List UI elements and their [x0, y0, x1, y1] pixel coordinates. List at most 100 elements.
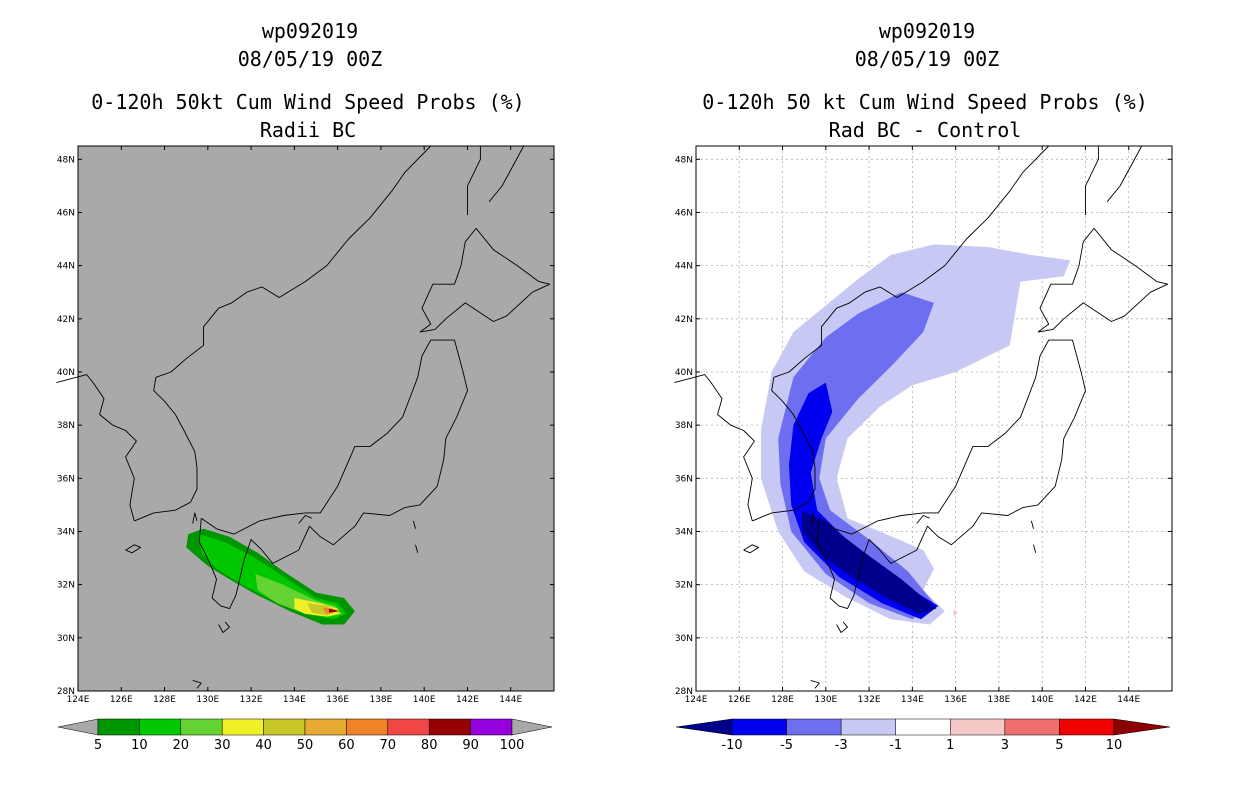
colorbar-label: 20 [173, 738, 190, 753]
x-tick-label: 132E [858, 695, 881, 705]
coastline [674, 374, 755, 522]
x-tick-label: 130E [814, 695, 837, 705]
right-title-main: 0-120h 50 kt Cum Wind Speed Probs (%) [702, 90, 1148, 114]
colorbar-swatch [139, 718, 182, 736]
colorbar-label: 1 [946, 738, 954, 753]
coastline [836, 621, 848, 633]
coastline [467, 146, 481, 216]
left-colorbar: 5 10 20 30 40 50 60 70 80 90 100 [57, 718, 553, 753]
left-map: 124E 126E 128E 130E 132E 134E 136E 138E 140E 142E… [56, 145, 555, 705]
y-tick-label: 36N [57, 474, 75, 484]
coastline [743, 544, 760, 554]
colorbar-label: 5 [94, 738, 102, 753]
colorbar-swatch [1059, 718, 1115, 736]
left-coastlines [56, 145, 551, 689]
colorbar-label: 90 [462, 738, 479, 753]
right-ticks: 124E 126E 128E 130E 132E 134E 136E 138E 140E 142E… [675, 146, 1172, 705]
coastline [488, 145, 525, 203]
y-tick-label: 42N [675, 315, 693, 325]
x-tick-label: 132E [240, 695, 263, 705]
coastline [415, 544, 419, 553]
colorbar-swatch [263, 718, 306, 736]
coastline [1033, 544, 1037, 553]
colorbar-label: -3 [835, 738, 848, 753]
coastline [419, 227, 551, 333]
right-coastlines [674, 145, 1169, 689]
left-title-sub: Radii BC [260, 118, 356, 142]
coastline [125, 544, 142, 554]
y-tick-label: 40N [57, 368, 75, 378]
y-tick-label: 46N [675, 208, 693, 218]
colorbar-label: -5 [780, 738, 793, 753]
coastline [810, 679, 820, 689]
left-ticks: 124E 126E 128E 130E 132E 134E 136E 138E 140E 142E… [57, 146, 554, 705]
y-tick-label: 38N [57, 421, 75, 431]
colorbar-label: -1 [889, 738, 902, 753]
x-tick-label: 144E [1117, 695, 1140, 705]
colorbar-label: 80 [421, 738, 438, 753]
x-tick-label: 138E [369, 695, 392, 705]
coastline [218, 621, 230, 633]
coastline [298, 515, 312, 524]
prob-contour-1 [953, 608, 958, 617]
y-tick-label: 42N [57, 315, 75, 325]
coastline [56, 374, 137, 522]
y-tick-label: 44N [57, 262, 75, 272]
colorbar-swatch [895, 718, 951, 736]
right-map-frame [695, 145, 1173, 692]
x-tick-label: 128E [771, 695, 794, 705]
colorbar-swatch [221, 718, 264, 736]
y-tick-label: 44N [675, 262, 693, 272]
coastline [412, 520, 416, 529]
right-panel: wp092019 08/05/19 00Z 0-120h 50 kt Cum W… [674, 19, 1173, 753]
x-tick-label: 126E [110, 695, 133, 705]
prob-contour-80 [329, 608, 340, 613]
colorbar-label: 70 [380, 738, 397, 753]
colorbar-swatch [786, 718, 842, 736]
y-tick-label: 30N [57, 634, 75, 644]
y-tick-label: 40N [675, 368, 693, 378]
coastline [1085, 146, 1099, 216]
y-tick-label: 34N [675, 527, 693, 537]
x-tick-label: 142E [1074, 695, 1097, 705]
coastline [810, 512, 816, 524]
colorbar-label: 50 [297, 738, 314, 753]
colorbar-swatch [97, 718, 140, 736]
left-panel: wp092019 08/05/19 00Z 0-120h 50kt Cum Wi… [56, 19, 555, 753]
colorbar-label: -10 [721, 738, 742, 753]
y-tick-label: 30N [675, 634, 693, 644]
x-tick-label: 140E [413, 695, 436, 705]
colorbar-swatch [428, 718, 471, 736]
right-title-time: 08/05/19 00Z [855, 47, 1000, 71]
x-tick-label: 136E [326, 695, 349, 705]
x-tick-label: 140E [1031, 695, 1054, 705]
x-tick-label: 134E [283, 695, 306, 705]
coastline [134, 145, 432, 522]
y-tick-label: 28N [675, 687, 693, 697]
y-tick-label: 46N [57, 208, 75, 218]
y-tick-label: 36N [675, 474, 693, 484]
colorbar-under-arrow [57, 718, 99, 736]
colorbar-label: 3 [1001, 738, 1009, 753]
x-tick-label: 124E [67, 695, 90, 705]
x-tick-label: 136E [944, 695, 967, 705]
x-tick-label: 130E [196, 695, 219, 705]
x-tick-label: 144E [499, 695, 522, 705]
colorbar-swatch [180, 718, 223, 736]
left-title-storm: wp092019 [262, 19, 358, 43]
left-map-frame [77, 145, 555, 692]
left-title-time: 08/05/19 00Z [238, 47, 383, 71]
y-tick-label: 48N [57, 155, 75, 165]
coastline [752, 145, 1050, 522]
colorbar-swatch [346, 718, 389, 736]
coastline [192, 679, 202, 689]
y-tick-label: 28N [57, 687, 75, 697]
colorbar-swatch [304, 718, 347, 736]
colorbar-under-arrow [675, 718, 733, 736]
coastline [1037, 227, 1169, 333]
right-title-storm: wp092019 [879, 19, 975, 43]
coastline [192, 512, 198, 524]
colorbar-over-arrow [511, 718, 553, 736]
x-tick-label: 138E [987, 695, 1010, 705]
